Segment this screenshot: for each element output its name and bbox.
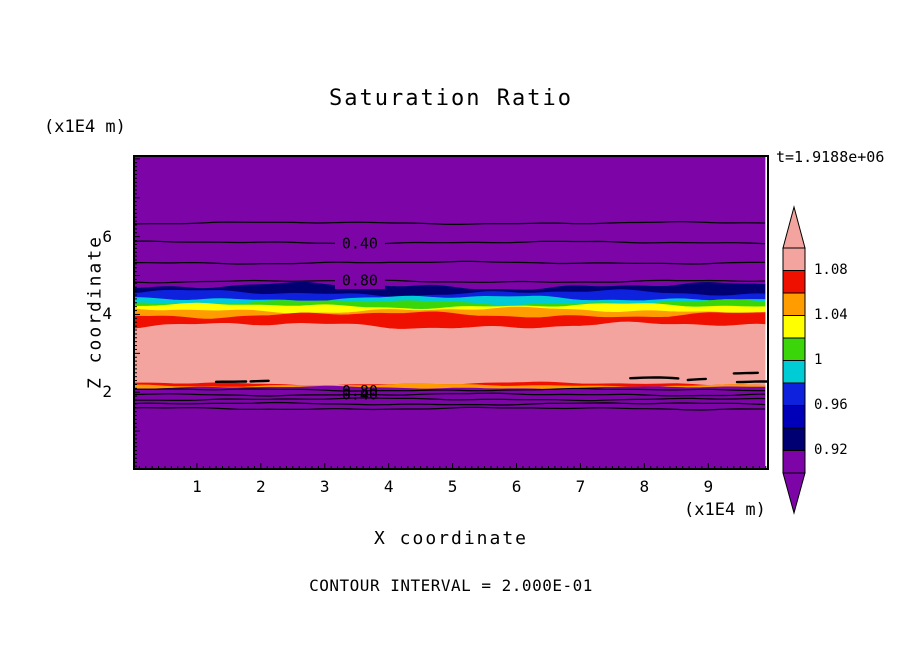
svg-text:0.80: 0.80 (342, 382, 378, 400)
colorbar-tick-label: 1.04 (814, 306, 848, 323)
y-axis-unit-label: (x1E4 m) (44, 117, 126, 137)
colorbar-segment (782, 292, 806, 316)
colorbar-segment (782, 270, 806, 294)
colorbar (782, 205, 806, 515)
colorbar-tick-label: 0.92 (814, 441, 848, 458)
colorbar-segment (782, 405, 806, 429)
x-tick-label: 8 (639, 477, 650, 496)
x-tick-label: 4 (383, 477, 394, 496)
x-tick-label: 6 (511, 477, 522, 496)
time-annotation: t=1.9188e+06 (776, 148, 885, 166)
contour-line-labels: 0.400.800.800.40 (334, 235, 385, 404)
x-axis-title: X coordinate (373, 528, 529, 549)
plot-title: Saturation Ratio (329, 86, 573, 111)
x-tick-label: 7 (575, 477, 586, 496)
svg-text:0.40: 0.40 (342, 386, 378, 404)
contour-plot: 0.400.800.800.40 (133, 155, 769, 470)
colorbar-segment (782, 360, 806, 384)
colorbar-segment (782, 315, 806, 339)
plot-frame (133, 155, 769, 470)
colorbar-segment (782, 427, 806, 451)
svg-text:0.40: 0.40 (342, 235, 378, 253)
contour-fragments (214, 371, 769, 384)
x-tick-label: 3 (319, 477, 330, 496)
svg-text:0.80: 0.80 (342, 272, 378, 290)
contour-interval-note: CONTOUR INTERVAL = 2.000E-01 (309, 576, 593, 595)
colorbar-tick-label: 0.96 (814, 396, 848, 413)
colorbar-top-arrow (782, 205, 806, 249)
contour-bands (133, 155, 766, 470)
colorbar-bottom-arrow (782, 472, 806, 515)
colorbar-tick-label: 1 (814, 351, 823, 368)
x-tick-label: 9 (703, 477, 714, 496)
colorbar-segment (782, 450, 806, 474)
x-tick-label: 5 (447, 477, 458, 496)
y-axis-title: Z coordinate (84, 234, 106, 390)
x-axis-unit-label: (x1E4 m) (684, 500, 766, 520)
colorbar-segment (782, 382, 806, 406)
colorbar-segment (782, 337, 806, 361)
colorbar-tick-label: 1.08 (814, 261, 848, 278)
x-tick-label: 1 (192, 477, 202, 496)
x-tick-label: 2 (256, 477, 266, 496)
colorbar-segment (782, 247, 806, 271)
contour-lines (133, 221, 766, 411)
